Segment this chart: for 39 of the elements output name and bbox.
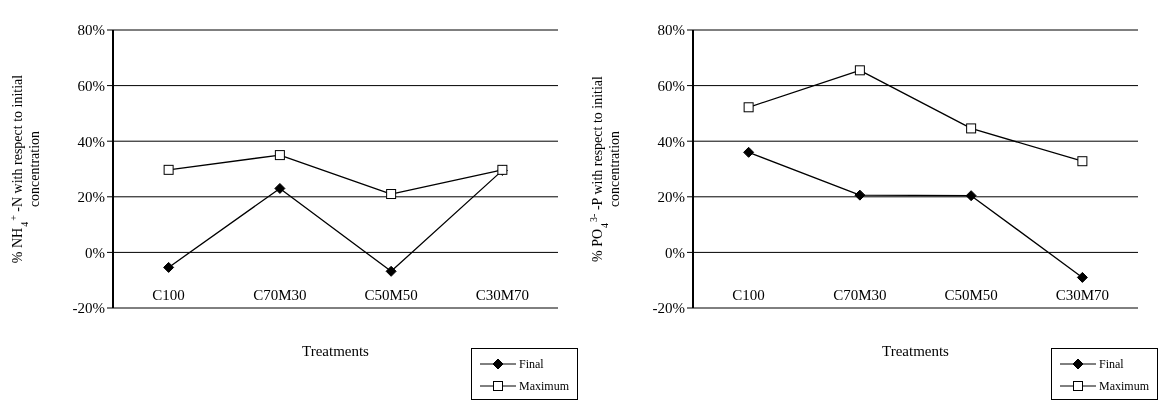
- point: [854, 65, 865, 76]
- x-tick-label: C70M30: [253, 287, 307, 304]
- point: [386, 189, 397, 200]
- legend-label: Maximum: [1099, 378, 1149, 394]
- y-tick-label: 0%: [665, 244, 685, 261]
- x-tick-label: C100: [152, 287, 185, 304]
- point: [163, 261, 175, 273]
- legend-label: Maximum: [519, 378, 569, 394]
- x-tick-label: C30M70: [475, 287, 530, 304]
- legend-label: Final: [519, 356, 544, 372]
- point: [274, 182, 286, 194]
- y-tick-label: 20%: [77, 189, 105, 206]
- y-tick-label: 0%: [85, 244, 105, 261]
- point: [1077, 156, 1088, 167]
- y-tick-label: 20%: [657, 189, 685, 206]
- y-tick-label: 60%: [657, 77, 685, 94]
- x-tick-label: C50M50: [944, 287, 998, 304]
- y-tick-label: -20%: [72, 300, 105, 317]
- y-tick-label: 40%: [657, 133, 685, 150]
- point: [966, 123, 977, 134]
- y-tick-label: 60%: [77, 77, 105, 94]
- y-tick-label: 80%: [657, 22, 685, 39]
- point: [163, 164, 174, 175]
- point: [385, 265, 397, 277]
- legend-label: Final: [1099, 356, 1124, 372]
- point: [965, 190, 977, 202]
- point: [743, 146, 755, 158]
- point: [1076, 271, 1088, 283]
- x-axis-title: Treatments: [302, 343, 370, 359]
- point: [274, 150, 285, 161]
- x-tick-label: C70M30: [833, 287, 887, 304]
- x-tick-label: C30M70: [1055, 287, 1110, 304]
- x-axis-title: Treatments: [882, 343, 950, 359]
- y-tick-label: 80%: [77, 22, 105, 39]
- x-tick-label: C100: [732, 287, 765, 304]
- point: [854, 189, 866, 201]
- y-tick-label: -20%: [652, 300, 685, 317]
- x-tick-label: C50M50: [364, 287, 418, 304]
- y-tick-label: 40%: [77, 133, 105, 150]
